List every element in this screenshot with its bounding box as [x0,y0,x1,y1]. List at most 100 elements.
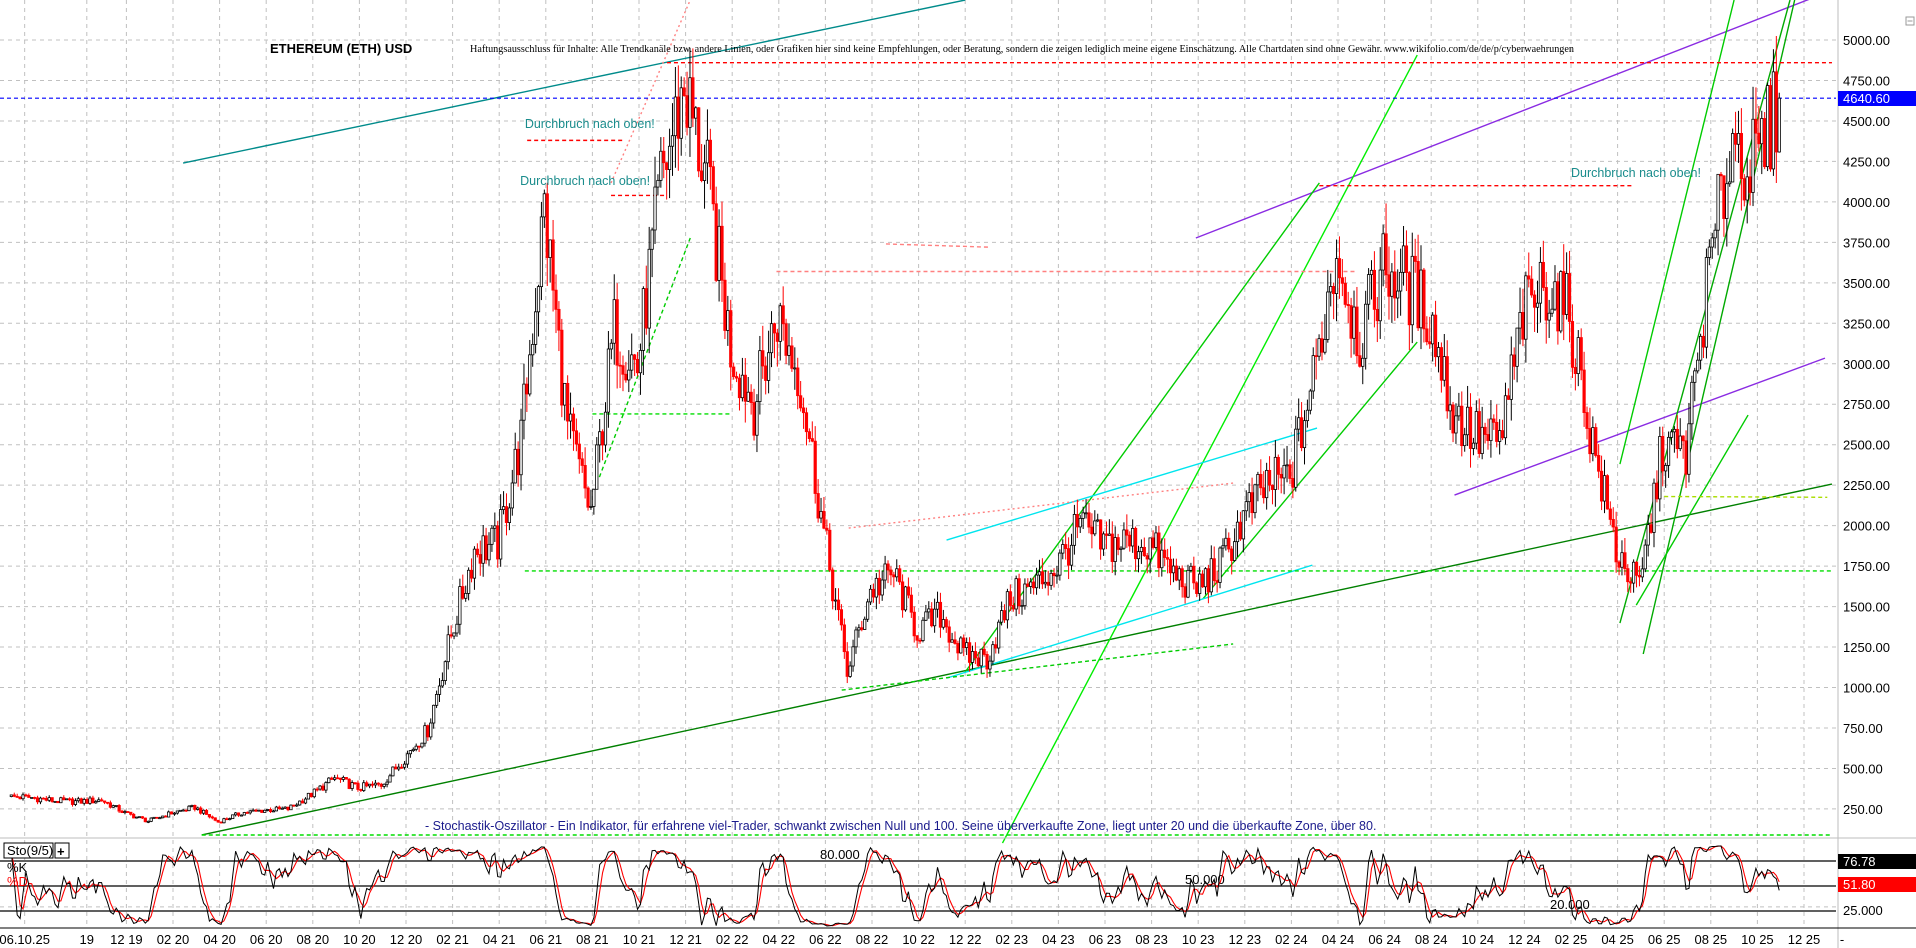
candle-body [1506,395,1510,400]
candle-body [1672,428,1676,433]
candle-body [53,800,57,803]
time-axis[interactable]: 06.10.25 19 12 19 02 20 04 20 06 20 08 20 10 20… [0,932,1844,947]
y-tick-label: 1750.00 [1843,559,1890,574]
indicator-note: - Stochastik-Oszillator - Ein Indikator,… [425,819,1376,833]
candle-body [676,96,680,139]
trendline [841,643,1234,691]
candle-body [557,308,561,331]
candle-body [100,799,104,802]
candle-body [921,619,925,641]
add-indicator-button[interactable]: + [54,842,70,859]
candle-body [1014,578,1018,610]
candle-body [531,344,535,356]
stoch-level-label: 20.000 [1550,897,1590,912]
candle-body [82,799,86,804]
candle-body [647,248,651,329]
candle-body [1270,484,1275,490]
candle-body [839,609,844,626]
candle-body [816,493,820,519]
x-tick-label: 12 19 [110,932,143,947]
candle-body [618,364,622,367]
candle-body [670,135,675,147]
candle-body [1107,533,1111,536]
candle-body [982,648,986,655]
candle-body [1008,591,1012,606]
candle-body [682,87,686,97]
candle-body [1652,482,1656,533]
candle-body [117,805,121,812]
candle-body [490,527,494,545]
candle-body [129,811,133,815]
candle-body [1748,176,1752,193]
candle-body [1026,583,1030,587]
candle-body [944,619,948,628]
candle-body [239,814,244,817]
candle-body [1154,532,1158,548]
candle-body [1428,341,1432,345]
candle-body [1553,281,1557,310]
candle-body [1591,427,1595,455]
candle-body [810,438,814,442]
candle-body [534,311,538,345]
candle-body [997,621,1001,649]
collapse-button[interactable] [1905,16,1915,26]
candle-body [411,748,415,751]
candle-body [700,170,704,181]
candle-body [228,818,232,821]
candle-body [1754,118,1758,134]
trendline [598,237,691,478]
candle-body [1399,271,1403,292]
candle-body [1279,473,1283,479]
candle-body [184,809,188,812]
candle-body [1602,475,1607,502]
candle-body [732,366,736,377]
candle-body [650,229,654,250]
candle-body [1486,434,1490,442]
candle-body [933,608,937,627]
stoch-level-label: 80.000 [820,847,860,862]
candle-body [513,448,517,484]
candle-body [1055,574,1059,577]
trendlines [0,0,1836,844]
candle-body [630,354,634,371]
candle-body [874,577,878,598]
candle-body [778,305,782,342]
candle-body [149,817,153,822]
candle-body [373,782,378,786]
candle-body [1751,118,1755,193]
indicator-label-box[interactable] [3,842,54,859]
x-tick-label: 04 24 [1322,932,1355,947]
candle-body [1699,335,1703,361]
candle-body [105,801,110,804]
candle-body [341,777,345,780]
candle-body [318,785,322,790]
candle-body [1037,571,1042,576]
candle-body [1538,261,1543,304]
candle-body [1530,278,1534,296]
candle-body [1527,275,1531,280]
candle-body [1716,173,1720,231]
candle-body [1666,436,1671,466]
candle-body [883,563,887,581]
candle-body [962,637,966,648]
candle-body [1570,321,1575,368]
candle-body [1259,474,1263,489]
x-tick-label: 12 25 [1788,932,1821,947]
candle-body [91,797,95,804]
candle-body [1393,271,1397,299]
k-value: 76.78 [1843,854,1876,869]
candle-body [1728,181,1732,185]
candle-body [114,805,118,807]
trendline [1635,414,1749,606]
price-axis[interactable]: 250.00 500.00 750.00 1000.00 1250.00 1500.00 1… [1843,33,1890,817]
candle-body [1075,514,1079,528]
candle-body [1410,255,1414,326]
candle-body [362,782,366,791]
trendline [201,483,1833,836]
candle-body [1332,286,1336,295]
candle-body [440,680,445,687]
candle-body [1093,520,1097,535]
candle-body [70,798,75,805]
candle-body [615,299,619,366]
candle-body [1765,85,1770,168]
